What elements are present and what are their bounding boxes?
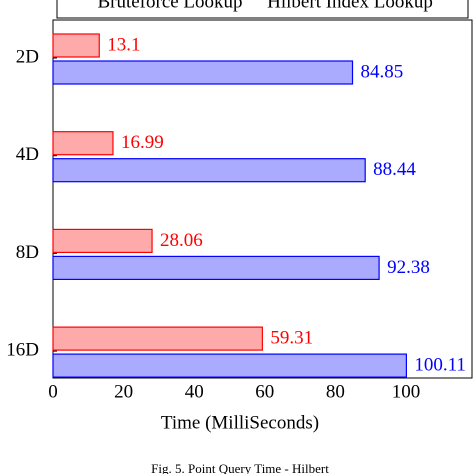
bar (52, 353, 407, 378)
x-tick-label: 80 (326, 381, 345, 402)
x-tick-label: 0 (48, 381, 58, 402)
bar (52, 255, 380, 280)
legend-box (56, 0, 469, 19)
data-label: 88.44 (373, 159, 416, 180)
bar (52, 326, 263, 351)
bar (52, 33, 100, 58)
y-tick-label: 16D (6, 339, 39, 360)
data-label: 92.38 (387, 257, 430, 278)
legend-label: Bruteforce Lookup (97, 0, 242, 12)
data-label: 16.99 (121, 132, 164, 153)
legend-label: Hilbert Index Lookup (267, 0, 433, 12)
y-tick-label: 8D (16, 242, 39, 263)
bar (52, 131, 114, 156)
y-tick-label: 2D (16, 46, 39, 67)
data-label: 13.1 (107, 34, 140, 55)
y-tick-label: 4D (16, 144, 39, 165)
x-tick-label: 40 (185, 381, 204, 402)
data-label: 84.85 (361, 61, 404, 82)
x-tick-label: 100 (392, 381, 421, 402)
bar (52, 60, 354, 85)
data-label: 100.11 (414, 354, 466, 375)
x-tick-label: 60 (255, 381, 274, 402)
bar (52, 158, 366, 183)
data-label: 59.31 (270, 327, 313, 348)
bar (52, 228, 153, 253)
data-label: 28.06 (160, 230, 203, 251)
caption: Fig. 5. Point Query Time - Hilbert (151, 461, 329, 474)
x-tick-label: 20 (114, 381, 133, 402)
x-axis-title: Time (MilliSeconds) (161, 412, 319, 433)
plot-frame (52, 19, 473, 379)
